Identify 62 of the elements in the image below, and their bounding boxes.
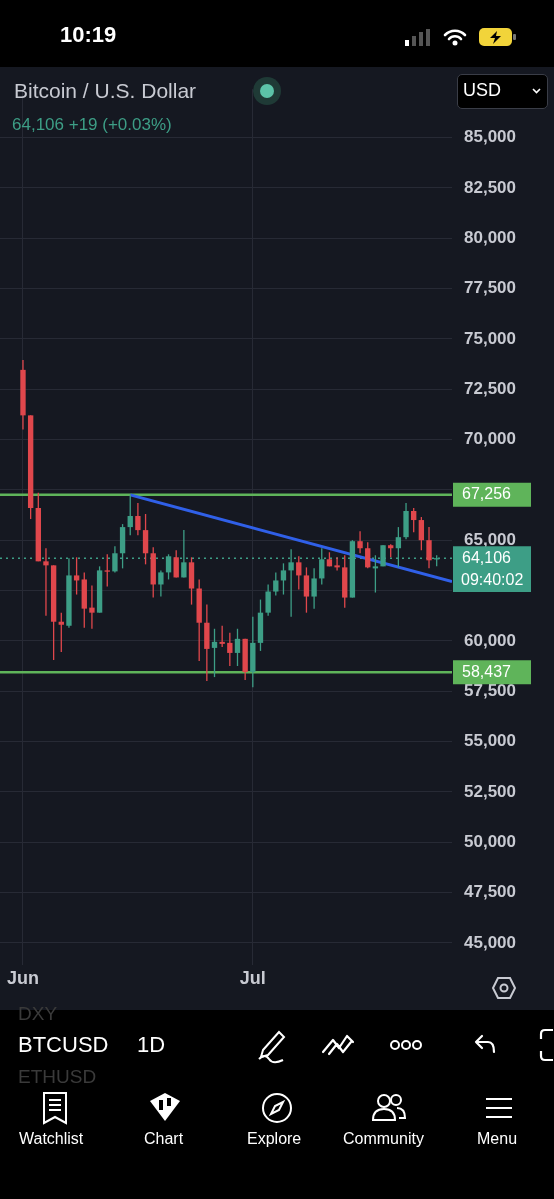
y-tick-label: 77,500	[464, 278, 516, 298]
candlestick	[104, 553, 110, 588]
candlestick	[280, 562, 287, 596]
candlestick	[357, 530, 363, 554]
candlestick	[426, 526, 432, 570]
candlestick	[418, 516, 425, 551]
candlestick	[73, 556, 80, 596]
text: 09:40:02	[453, 570, 531, 592]
candlestick	[142, 513, 149, 565]
text: Community	[343, 1130, 424, 1148]
candlestick	[234, 628, 241, 667]
candlestick	[265, 583, 271, 617]
ref-line-label: 58,437	[462, 662, 512, 680]
candlestick	[89, 584, 95, 630]
x-tick-label: Jun	[6, 967, 39, 988]
text: ETHUSD	[18, 1066, 97, 1088]
text: Watchlist	[19, 1130, 84, 1148]
candlestick	[135, 502, 141, 536]
text: 10:19	[60, 22, 117, 48]
y-tick-label: 50,000	[464, 831, 516, 851]
text: 64,106 +19 (+0.03%)	[12, 115, 172, 135]
candlestick	[296, 555, 302, 591]
y-tick-label: 75,000	[464, 328, 516, 348]
candlestick	[58, 612, 64, 653]
y-tick-label: 65,000	[464, 529, 516, 549]
y-tick-label: 60,000	[464, 630, 516, 650]
y-tick-label: 52,500	[464, 781, 516, 801]
text: 1D	[137, 1032, 166, 1058]
candlestick	[334, 556, 340, 572]
y-tick-label: 82,500	[464, 177, 516, 197]
candlestick	[43, 547, 49, 617]
candlestick	[303, 566, 310, 614]
text: USD	[463, 80, 502, 101]
candlestick	[112, 545, 118, 574]
y-tick-label: 47,500	[464, 882, 516, 902]
candlestick	[227, 632, 233, 667]
candlestick	[219, 625, 225, 648]
text: DXY	[18, 1003, 58, 1025]
candlestick	[365, 541, 371, 570]
candlestick	[273, 571, 279, 597]
text: BTCUSD	[18, 1032, 109, 1058]
y-tick-label: 85,000	[464, 127, 516, 147]
x-tick-label: Jul	[239, 967, 266, 988]
y-tick-label: 55,000	[464, 731, 516, 751]
candlestick	[158, 569, 164, 598]
y-tick-label: 80,000	[464, 227, 516, 247]
text: Chart	[144, 1130, 184, 1148]
candlestick	[211, 628, 218, 678]
y-tick-label: 72,500	[464, 378, 516, 398]
chart-title: Bitcoin / U.S. Dollar	[14, 79, 197, 103]
text: Explore	[247, 1130, 302, 1148]
candlestick	[311, 567, 317, 610]
y-tick-label: 57,500	[464, 680, 516, 700]
candlestick	[127, 494, 133, 536]
ref-line-label: 64,106	[462, 548, 512, 566]
candlestick	[173, 549, 179, 579]
text: Menu	[477, 1130, 518, 1148]
y-tick-label: 45,000	[464, 932, 516, 952]
candlestick	[165, 553, 172, 581]
ref-line-label: 67,256	[462, 485, 512, 503]
candlestick	[411, 507, 417, 533]
y-tick-label: 70,000	[464, 429, 516, 449]
